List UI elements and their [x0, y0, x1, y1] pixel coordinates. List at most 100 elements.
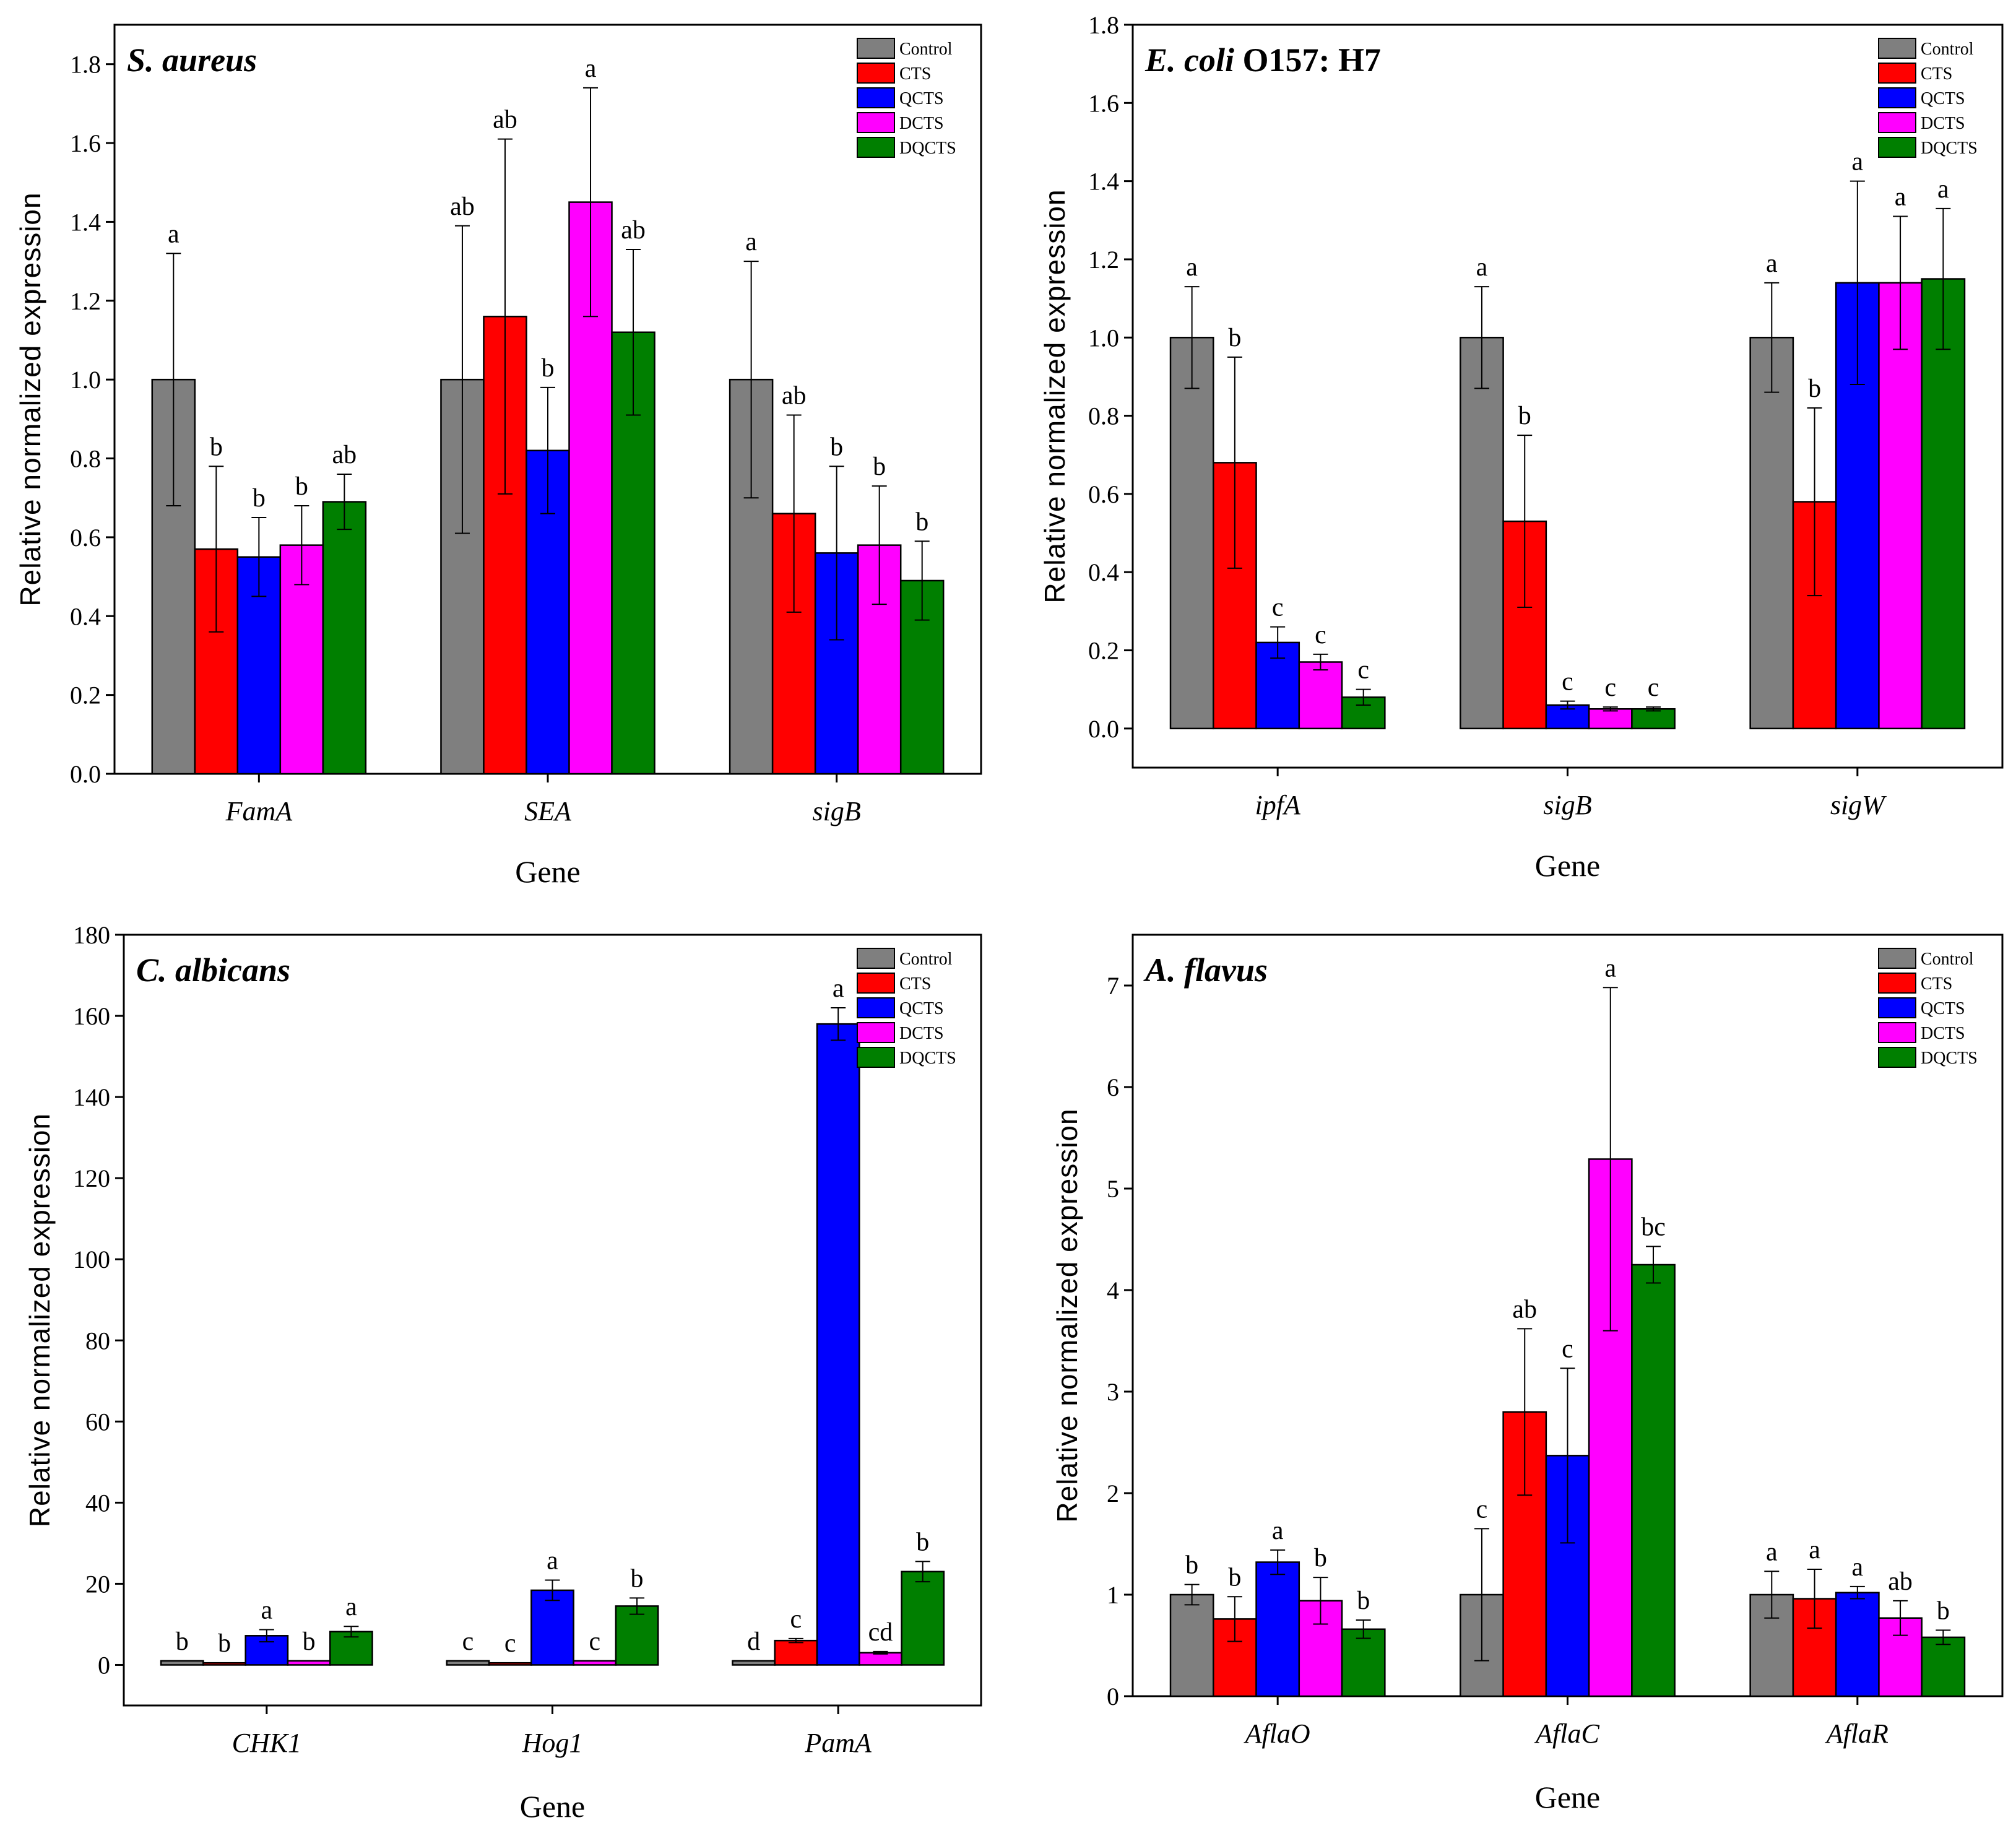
bar-dqcts-hog1: [615, 1605, 659, 1666]
x-tick-label: AflaO: [1244, 1718, 1310, 1749]
legend-swatch-cts: [857, 63, 895, 84]
legend-label-dcts: DCTS: [899, 114, 944, 133]
legend-label-qcts: QCTS: [899, 89, 944, 108]
significance-label: a: [1604, 954, 1616, 982]
significance-label: a: [261, 1596, 273, 1624]
y-tick-label: 100: [73, 1246, 110, 1273]
y-tick-label: 7: [1107, 972, 1119, 1000]
significance-label: b: [916, 1528, 929, 1556]
bar-control-aflao: [1169, 1593, 1214, 1697]
bar-control-sigb: [1460, 337, 1504, 730]
legend-label-control: Control: [899, 950, 953, 969]
legend-label-qcts: QCTS: [899, 999, 944, 1018]
y-tick-label: 0: [98, 1651, 110, 1679]
legend-label-cts: CTS: [899, 974, 931, 994]
panel-title: E. coli O157: H7: [1144, 41, 1381, 79]
significance-label: a: [168, 220, 180, 248]
bar-dcts-chk1: [287, 1660, 331, 1666]
significance-label: bc: [1641, 1213, 1666, 1241]
y-tick-label: 5: [1107, 1175, 1119, 1203]
legend-swatch-cts: [1878, 973, 1916, 994]
significance-label: b: [303, 1627, 316, 1656]
bar-qcts-pama: [816, 1023, 860, 1666]
legend-swatch-cts: [857, 973, 895, 994]
significance-label: b: [1228, 1563, 1241, 1592]
chart-panel-2: 0.0 0.2 0.4 0.6 0.8 1.0 1.2 1.4 1.6 1.8 Relative n…: [1039, 11, 2004, 883]
legend-label-dqcts: DQCTS: [1921, 1049, 1978, 1068]
significance-label: ab: [450, 193, 475, 221]
y-tick-label: 1.4: [1088, 168, 1119, 196]
legend-swatch-qcts: [1878, 997, 1916, 1018]
y-tick-label: 4: [1107, 1276, 1119, 1304]
bar-control-chk1: [160, 1660, 204, 1666]
y-tick-label: 0.0: [70, 760, 101, 788]
bar-dcts-ipfa: [1298, 661, 1343, 730]
significance-label: b: [210, 433, 223, 461]
y-tick-label: 1.6: [70, 129, 101, 157]
significance-label: a: [1852, 1553, 1864, 1582]
y-tick-label: 20: [85, 1570, 110, 1598]
panel-title: S. aureus: [127, 41, 257, 79]
legend-label-dqcts: DQCTS: [1921, 139, 1978, 158]
significance-label: b: [1937, 1597, 1950, 1625]
y-tick-label: 0.4: [1088, 558, 1119, 586]
legend-label-qcts: QCTS: [1921, 89, 1965, 108]
y-tick-label: 1.8: [1088, 11, 1119, 39]
significance-label: b: [1228, 324, 1241, 352]
significance-label: b: [631, 1564, 644, 1593]
legend-label-control: Control: [1921, 40, 1974, 59]
significance-label: a: [833, 974, 844, 1003]
y-tick-label: 1.0: [70, 366, 101, 394]
significance-label: c: [1562, 668, 1573, 696]
bar-cts-pama: [774, 1639, 818, 1666]
significance-label: b: [1185, 1551, 1198, 1580]
legend-swatch-qcts: [1878, 87, 1916, 108]
significance-label: d: [747, 1627, 760, 1656]
bar-qcts-hog1: [530, 1589, 574, 1666]
x-axis-title: Gene: [520, 1789, 586, 1824]
y-tick-label: 0.6: [1088, 480, 1119, 508]
significance-label: a: [1766, 249, 1778, 278]
significance-label: c: [1476, 1495, 1488, 1523]
significance-label: b: [218, 1629, 231, 1658]
significance-label: c: [790, 1605, 802, 1634]
x-tick-label: AflaR: [1825, 1718, 1888, 1749]
y-tick-label: 80: [85, 1327, 110, 1354]
significance-label: cd: [868, 1618, 893, 1647]
x-tick-label: AflaC: [1534, 1718, 1599, 1749]
legend-label-dqcts: DQCTS: [899, 1049, 956, 1068]
y-tick-label: 60: [85, 1408, 110, 1436]
legend-swatch-control: [857, 38, 895, 59]
significance-label: a: [1937, 175, 1949, 204]
y-tick-label: 0.4: [70, 602, 101, 630]
bar-dqcts-fama: [322, 501, 367, 775]
bar-dqcts-pama: [901, 1571, 945, 1666]
significance-label: c: [504, 1629, 516, 1658]
y-tick-label: 180: [73, 921, 110, 949]
y-tick-label: 40: [85, 1489, 110, 1517]
bar-control-sigw: [1749, 337, 1794, 730]
y-tick-label: 1.0: [1088, 324, 1119, 352]
significance-label: b: [1518, 402, 1531, 430]
significance-label: b: [253, 484, 266, 513]
bar-dcts-sigb: [1588, 708, 1633, 730]
significance-label: a: [345, 1593, 357, 1621]
significance-label: ab: [1512, 1295, 1537, 1324]
bar-dqcts-aflac: [1631, 1263, 1676, 1697]
significance-label: b: [1357, 1587, 1370, 1615]
y-tick-label: 1.8: [70, 51, 101, 79]
y-tick-label: 3: [1107, 1378, 1119, 1406]
legend-swatch-dcts: [1878, 112, 1916, 133]
x-tick-label: PamA: [804, 1728, 872, 1758]
bar-dqcts-sigb: [1631, 708, 1676, 730]
bar-qcts-aflar: [1835, 1592, 1880, 1697]
significance-label: b: [1808, 375, 1821, 403]
legend: Control CTS QCTS DCTS DQCTS: [857, 38, 956, 158]
legend-swatch-control: [1878, 948, 1916, 969]
significance-label: ab: [782, 381, 807, 410]
panel-title: A. flavus: [1143, 951, 1268, 989]
y-tick-label: 0.8: [70, 445, 101, 473]
legend-swatch-dqcts: [1878, 1047, 1916, 1068]
legend-swatch-cts: [1878, 63, 1916, 84]
